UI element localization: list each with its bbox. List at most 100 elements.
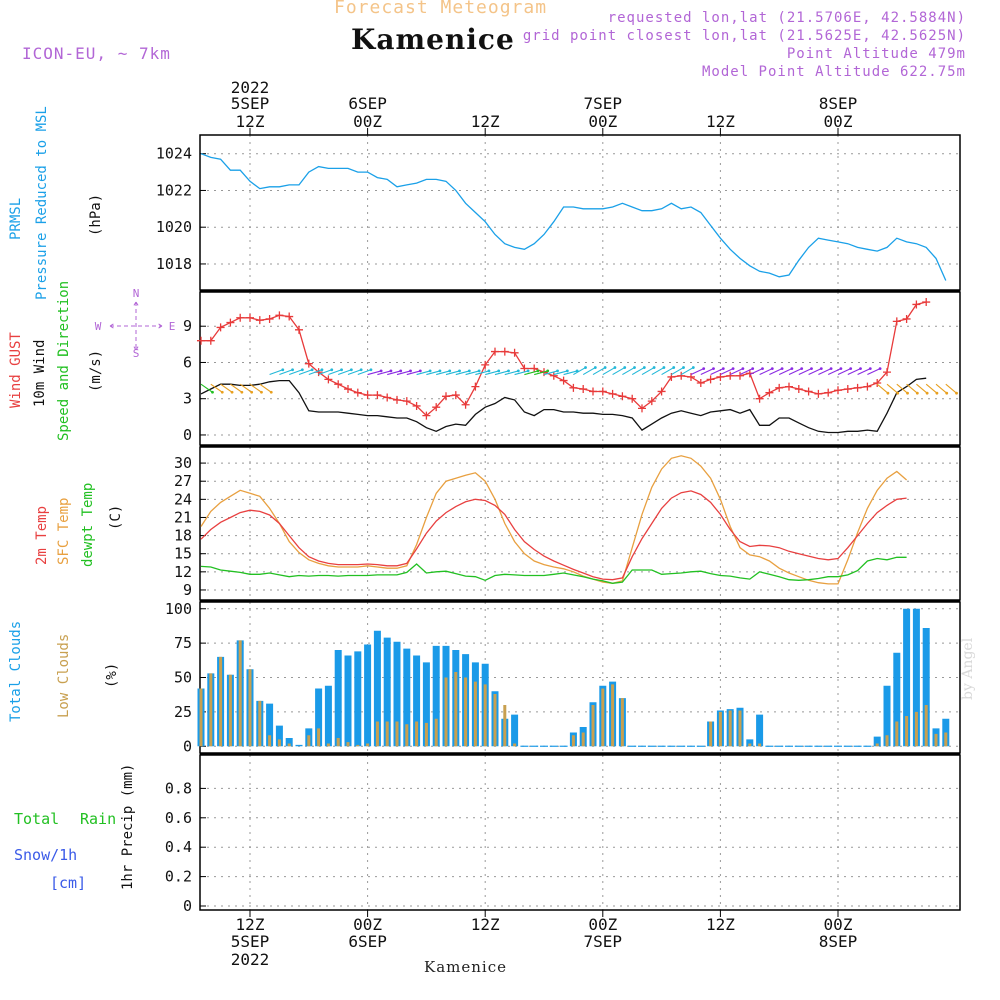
top-time-label1-0: 2022 xyxy=(231,78,270,97)
gust-marker xyxy=(549,371,558,380)
wind-dir-arrow xyxy=(367,370,382,376)
gust-marker xyxy=(902,314,911,323)
gust-marker xyxy=(794,385,803,394)
wind-dir-arrow xyxy=(475,370,490,376)
low-cloud-bar xyxy=(464,677,468,747)
low-cloud-bar xyxy=(934,733,938,747)
gust-marker xyxy=(618,392,627,401)
wind-dir-arrowhead xyxy=(672,366,676,369)
ytick-label-1-3: 9 xyxy=(183,317,192,335)
wind-dir-arrowhead xyxy=(240,390,244,394)
total-cloud-bar xyxy=(295,744,303,747)
wind-dir-arrow xyxy=(465,370,480,376)
ytick-label-0-0: 1018 xyxy=(156,255,192,273)
wind-dir-arrowhead xyxy=(810,367,813,371)
low-cloud-bar xyxy=(375,721,379,747)
top-time-label3-0: 12Z xyxy=(236,112,265,131)
wind-dir-arrow xyxy=(387,370,401,376)
wind-dir-arrow xyxy=(445,370,460,376)
gust-marker xyxy=(265,314,274,323)
top-time-label2-1: 6SEP xyxy=(348,94,387,113)
gust-marker xyxy=(500,347,509,356)
wind-dir-arrowhead xyxy=(652,366,656,369)
gust-marker xyxy=(412,401,421,410)
gust-marker xyxy=(451,391,460,400)
bottom-time-label1-3: 00Z xyxy=(588,915,617,934)
wind-dir-arrowhead xyxy=(281,368,285,372)
place-title: Kamenice xyxy=(351,23,515,56)
low-cloud-bar xyxy=(513,743,517,747)
gust-marker xyxy=(236,313,245,322)
low-cloud-bar xyxy=(336,738,340,747)
wind-dir-arrowhead xyxy=(935,391,939,395)
wind-dir-arrow xyxy=(543,370,558,376)
low-cloud-bar xyxy=(581,732,585,747)
wind-dir-arrowhead xyxy=(536,369,540,373)
gust-marker xyxy=(814,389,823,398)
gust-marker xyxy=(873,379,882,387)
bottom-time-label1-2: 12Z xyxy=(471,915,500,934)
low-cloud-bar xyxy=(571,735,575,747)
gust-marker xyxy=(206,336,215,345)
low-cloud-bar xyxy=(424,722,428,747)
wind-dir-arrowhead xyxy=(780,367,784,371)
gust-marker xyxy=(608,389,617,398)
requested-coords: requested lon,lat (21.5706E, 42.5884N) xyxy=(607,10,966,26)
gust-marker xyxy=(442,392,450,401)
wind-dir-arrowhead xyxy=(702,367,706,371)
wind-dir-arrow xyxy=(298,369,313,376)
low-cloud-bar xyxy=(287,743,291,747)
low-cloud-bar xyxy=(875,743,879,747)
wind-dir-arrow xyxy=(739,368,753,376)
wind-dir-arrowhead xyxy=(800,367,804,371)
wind-dir-arrow xyxy=(661,367,674,376)
wind-dir-arrow xyxy=(710,368,724,376)
wind-dir-arrowhead xyxy=(516,369,520,373)
wind-dir-arrow xyxy=(582,367,596,376)
wind-dir-arrowhead xyxy=(349,368,353,372)
low-cloud-bar xyxy=(444,677,448,747)
wind-dir-arrow xyxy=(837,368,851,376)
wind-dir-arrowhead xyxy=(438,369,442,373)
gust-marker xyxy=(246,313,254,322)
wind-dir-arrow xyxy=(788,368,802,376)
total-cloud-bar xyxy=(756,714,764,747)
total-cloud-bar xyxy=(746,739,754,747)
wind-dir-arrowhead xyxy=(751,367,755,371)
wind-dir-arrow xyxy=(827,368,842,376)
wind-dir-arrowhead xyxy=(925,391,929,395)
wind-dir-arrow xyxy=(592,367,606,376)
wind-dir-arrowhead xyxy=(741,367,745,371)
low-cloud-bar xyxy=(395,721,399,747)
low-cloud-bar xyxy=(317,728,321,747)
ytick-label-3-3: 75 xyxy=(174,634,192,652)
wind-dir-arrowhead xyxy=(593,366,597,369)
gust-marker xyxy=(510,348,519,357)
wind-dir-arrowhead xyxy=(320,368,324,372)
wind-dir-arrowhead xyxy=(340,368,343,372)
ytick-label-0-2: 1022 xyxy=(156,181,192,199)
wind-dir-arrow xyxy=(289,369,303,376)
wind-dir-arrow xyxy=(651,367,665,376)
gust-marker xyxy=(696,379,705,387)
wind-dir-arrow xyxy=(485,370,499,376)
ytick-label-2-0: 9 xyxy=(183,581,192,599)
panel-frame-4 xyxy=(199,754,961,911)
low-cloud-bar xyxy=(709,721,713,747)
wind-dir-arrow xyxy=(700,368,714,376)
wind-dir-arrowhead xyxy=(369,368,373,372)
wind-dir-arrow xyxy=(680,367,694,376)
cm-label: [cm] xyxy=(50,874,87,892)
gust-marker xyxy=(912,300,921,309)
wind-dir-arrowhead xyxy=(467,369,471,373)
wind-dir-arrow xyxy=(935,383,948,394)
model-altitude: Model Point Altitude 622.75m xyxy=(701,64,966,80)
ytick-label-4-2: 0.4 xyxy=(165,838,192,856)
bottom-time-label1-4: 12Z xyxy=(706,915,735,934)
gust-marker xyxy=(589,387,597,396)
gust-marker xyxy=(422,411,431,420)
wind-dir-arrowhead xyxy=(868,367,872,371)
low-cloud-bar xyxy=(611,684,615,747)
wind-dir-arrow xyxy=(729,368,744,376)
wind-dir-arrowhead xyxy=(230,390,234,394)
